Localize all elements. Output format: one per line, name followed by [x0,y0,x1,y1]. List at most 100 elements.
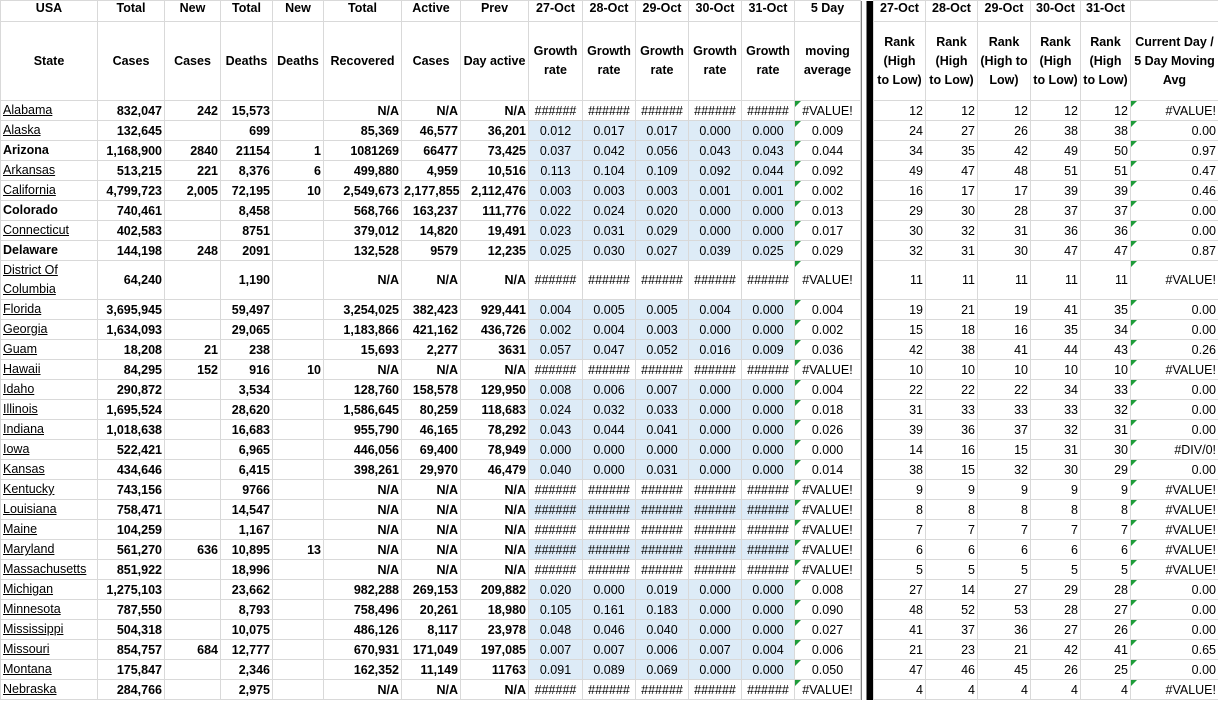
data-row: Illinois 1,695,524 28,620 1,586,645 80,259 11… [0,399,1218,420]
cell [164,299,221,320]
state-name[interactable]: Iowa [0,439,98,460]
state-name[interactable]: Maine [0,519,98,540]
state-name[interactable]: Missouri [0,639,98,660]
state-name[interactable]: Louisiana [0,499,98,520]
state-name[interactable]: Idaho [0,379,98,400]
growth-rate: ###### [688,260,742,300]
cell [164,379,221,400]
state-name[interactable]: Georgia [0,319,98,340]
separator [860,240,874,261]
growth-rate: 0.000 [741,579,795,600]
rank: 30 [1080,439,1131,460]
growth-rate: 0.043 [688,140,742,161]
state-name[interactable]: Hawaii [0,359,98,380]
rank: 32 [925,220,978,241]
growth-rate: 0.113 [528,160,583,181]
state-name[interactable]: District Of Columbia [0,260,98,300]
current-ratio: #VALUE! [1130,359,1218,380]
cell [272,260,324,300]
rank: 44 [1030,339,1081,360]
state-name[interactable]: Kentucky [0,479,98,500]
growth-rate: ###### [635,559,689,580]
cell: 84,295 [97,359,165,380]
header-cell: Current Day / 5 Day Moving Avg [1130,21,1218,101]
separator [860,339,874,360]
cell: 197,085 [460,639,529,660]
growth-rate: 0.020 [635,200,689,221]
separator [860,539,874,560]
growth-rate: ###### [582,100,636,121]
rank: 11 [977,260,1031,300]
state-name[interactable]: Minnesota [0,599,98,620]
cell: 15,573 [220,100,273,121]
rank: 4 [1030,679,1081,700]
cell: 1,695,524 [97,399,165,420]
growth-rate: 0.031 [582,220,636,241]
rank: 45 [977,659,1031,680]
cell: 175,847 [97,659,165,680]
header-cell: 31-Oct [1080,0,1131,22]
growth-rate: 0.000 [688,319,742,340]
rank: 5 [977,559,1031,580]
separator [860,359,874,380]
growth-rate: 0.007 [688,639,742,660]
state-name[interactable]: Maryland [0,539,98,560]
rank: 39 [1080,180,1131,201]
growth-rate: 0.003 [635,180,689,201]
current-ratio: 0.00 [1130,120,1218,141]
state-name[interactable]: Kansas [0,459,98,480]
state-name[interactable]: Arkansas [0,160,98,181]
cell: N/A [323,539,402,560]
growth-rate: ###### [582,479,636,500]
data-row: Connecticut 402,583 8751 379,012 14,820 19,49… [0,220,1218,241]
rank: 32 [1030,419,1081,440]
growth-rate: 0.183 [635,599,689,620]
state-name[interactable]: Alaska [0,120,98,141]
rank: 28 [1080,579,1131,600]
growth-rate: 0.052 [635,339,689,360]
cell: 4,959 [401,160,461,181]
state-name[interactable]: Massachusetts [0,559,98,580]
growth-rate: 0.030 [582,240,636,261]
state-name[interactable]: Arizona [0,140,98,161]
growth-rate: ###### [635,679,689,700]
state-name[interactable]: Michigan [0,579,98,600]
growth-rate: 0.044 [741,160,795,181]
moving-average: 0.092 [794,160,861,181]
rank: 47 [1030,240,1081,261]
cell [164,499,221,520]
state-name[interactable]: Connecticut [0,220,98,241]
growth-rate: 0.000 [688,439,742,460]
state-name[interactable]: Indiana [0,419,98,440]
state-name[interactable]: Colorado [0,200,98,221]
growth-rate: 0.006 [635,639,689,660]
growth-rate: 0.000 [688,419,742,440]
cell: 2,549,673 [323,180,402,201]
growth-rate: 0.025 [741,240,795,261]
current-ratio: 0.00 [1130,599,1218,620]
cell: 78,292 [460,419,529,440]
state-name[interactable]: Montana [0,659,98,680]
growth-rate: 0.033 [635,399,689,420]
growth-rate: ###### [688,499,742,520]
state-name[interactable]: Nebraska [0,679,98,700]
state-name[interactable]: Illinois [0,399,98,420]
state-name[interactable]: Guam [0,339,98,360]
state-name[interactable]: Mississippi [0,619,98,640]
state-name[interactable]: Delaware [0,240,98,261]
rank: 10 [977,359,1031,380]
cell: 2091 [220,240,273,261]
cell: 982,288 [323,579,402,600]
cell [272,599,324,620]
state-name[interactable]: Florida [0,299,98,320]
state-name[interactable]: Alabama [0,100,98,121]
rank: 14 [873,439,926,460]
cell: 66477 [401,140,461,161]
data-row: Kansas 434,646 6,415 398,261 29,970 46,479 0.0… [0,459,1218,480]
growth-rate: ###### [582,260,636,300]
rank: 26 [977,120,1031,141]
state-name[interactable]: California [0,180,98,201]
data-row: Arizona 1,168,900 2840 21154 1 1081269 66477 73… [0,140,1218,161]
cell: 2,277 [401,339,461,360]
